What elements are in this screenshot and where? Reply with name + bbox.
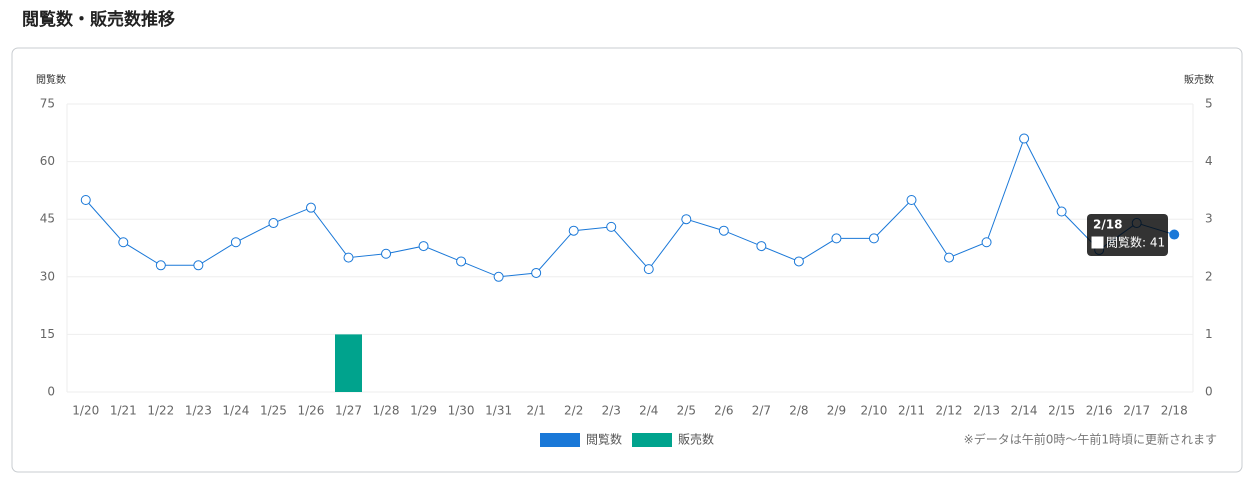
x-tick-label: 1/29 bbox=[410, 404, 437, 418]
point bbox=[456, 256, 467, 267]
point bbox=[155, 260, 166, 271]
y-tick-label: 0 bbox=[47, 385, 55, 399]
point bbox=[230, 237, 241, 248]
x-tick-label: 2/14 bbox=[1011, 404, 1038, 418]
point bbox=[868, 233, 879, 244]
legend-swatch bbox=[540, 433, 580, 447]
point bbox=[305, 202, 316, 213]
point bbox=[906, 195, 917, 205]
x-tick-label: 2/16 bbox=[1086, 404, 1113, 418]
x-tick-label: 2/10 bbox=[860, 404, 887, 418]
x-tick-label: 1/30 bbox=[448, 404, 475, 418]
y2-tick-label: 2 bbox=[1205, 269, 1213, 283]
point bbox=[1019, 133, 1030, 144]
point bbox=[1056, 206, 1067, 217]
x-tick-label: 2/17 bbox=[1123, 404, 1150, 418]
x-tick-label: 2/7 bbox=[752, 404, 771, 418]
x-tick-label: 1/27 bbox=[335, 404, 362, 418]
x-tick-label: 2/15 bbox=[1048, 404, 1075, 418]
x-tick-label: 2/11 bbox=[898, 404, 925, 418]
y-tick-label: 30 bbox=[40, 269, 55, 283]
y2-tick-label: 1 bbox=[1205, 327, 1213, 341]
y2-tick-label: 5 bbox=[1205, 97, 1213, 111]
y-tick-label: 75 bbox=[40, 97, 55, 111]
tooltip-box bbox=[1087, 214, 1168, 256]
y2-axis-label: 販売数 bbox=[1184, 73, 1214, 86]
legend-label: 閲覧数 bbox=[586, 432, 622, 447]
x-tick-label: 2/13 bbox=[973, 404, 1000, 418]
legend-label: 販売数 bbox=[678, 432, 714, 447]
x-tick-label: 2/3 bbox=[602, 404, 621, 418]
y2-tick-label: 4 bbox=[1205, 154, 1213, 168]
x-tick-label: 1/20 bbox=[72, 404, 99, 418]
tooltip-swatch bbox=[1091, 236, 1104, 249]
line bbox=[85, 137, 1175, 278]
point bbox=[343, 252, 354, 263]
x-tick-label: 1/26 bbox=[297, 404, 324, 418]
x-tick-label: 2/1 bbox=[527, 404, 546, 418]
point bbox=[793, 256, 804, 267]
y-tick-label: 45 bbox=[40, 212, 55, 226]
bar bbox=[335, 334, 362, 392]
x-tick-label: 2/6 bbox=[714, 404, 733, 418]
point bbox=[981, 237, 992, 248]
point bbox=[718, 225, 729, 236]
point bbox=[268, 218, 279, 229]
card bbox=[11, 47, 1243, 473]
x-tick-label: 1/23 bbox=[185, 404, 212, 418]
x-tick-label: 1/31 bbox=[485, 404, 512, 418]
point bbox=[118, 237, 129, 248]
point bbox=[831, 233, 842, 244]
tooltip-title: 2/18 bbox=[1093, 218, 1122, 232]
x-tick-label: 2/12 bbox=[936, 404, 963, 418]
legend-swatch bbox=[632, 433, 672, 447]
point bbox=[381, 248, 392, 259]
y-tick-label: 60 bbox=[40, 154, 55, 168]
x-tick-label: 1/28 bbox=[373, 404, 400, 418]
tooltip: 2/18 閲覧数: 41 bbox=[1087, 214, 1168, 256]
update-note: ※データは午前0時～午前1時頃に更新されます bbox=[964, 432, 1217, 447]
x-tick-label: 2/18 bbox=[1161, 404, 1188, 418]
point bbox=[418, 241, 429, 252]
x-tick-label: 1/22 bbox=[147, 404, 174, 418]
point bbox=[1169, 229, 1180, 240]
x-tick-label: 2/9 bbox=[827, 404, 846, 418]
point bbox=[193, 260, 204, 271]
x-tick-label: 1/25 bbox=[260, 404, 287, 418]
tooltip-label: 閲覧数: 41 bbox=[1106, 235, 1165, 250]
point bbox=[531, 267, 542, 278]
x-tick-label: 2/2 bbox=[564, 404, 583, 418]
y2-tick-label: 3 bbox=[1205, 212, 1213, 226]
x-tick-label: 1/24 bbox=[222, 404, 249, 418]
point bbox=[80, 195, 91, 205]
point bbox=[944, 252, 955, 263]
point bbox=[643, 264, 654, 275]
y-axis-label: 閲覧数 bbox=[36, 73, 66, 86]
x-tick-label: 2/8 bbox=[789, 404, 808, 418]
point bbox=[493, 271, 504, 282]
point bbox=[606, 221, 617, 232]
y-tick-label: 15 bbox=[40, 327, 55, 341]
x-tick-label: 1/21 bbox=[110, 404, 137, 418]
x-tick-label: 2/4 bbox=[639, 404, 658, 418]
y2-tick-label: 0 bbox=[1205, 385, 1213, 399]
x-tick-label: 2/5 bbox=[677, 404, 696, 418]
point bbox=[681, 214, 692, 225]
page-title: 閲覧数・販売数推移 bbox=[22, 9, 175, 30]
point bbox=[568, 225, 579, 236]
point bbox=[756, 241, 767, 252]
